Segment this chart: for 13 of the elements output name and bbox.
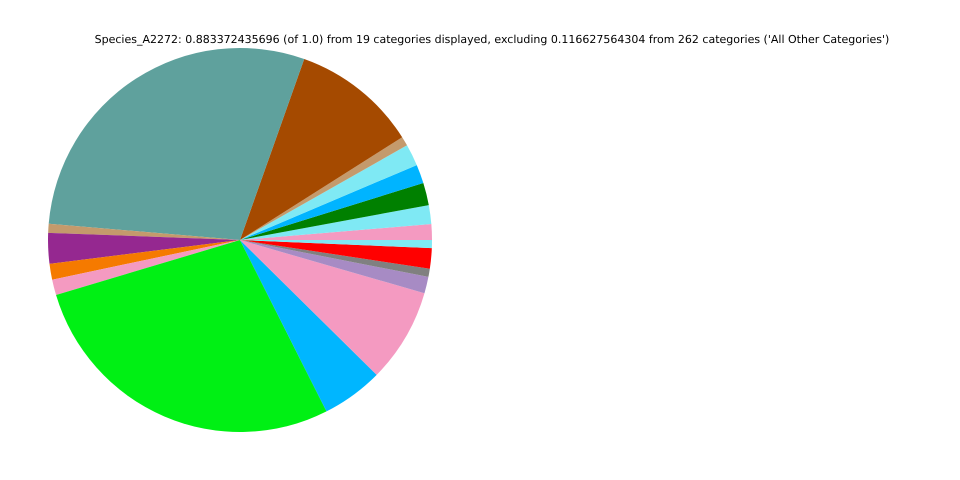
pie-slice <box>240 240 377 412</box>
pie-slice <box>240 59 402 240</box>
pie-slice <box>240 182 429 240</box>
pie-slice <box>240 240 428 294</box>
pie-slice <box>56 240 326 432</box>
text: Species_A2272: 0.883372435696 (of 1.0) from 19 categories displayed, excluding 0.116627564304 from 262 categories ('All Other Categories') <box>94 33 890 46</box>
pie-slice <box>240 165 424 240</box>
pie-slice <box>49 240 240 280</box>
pie-slice <box>48 48 304 240</box>
pie-slice <box>48 232 240 264</box>
pie-slice <box>48 224 240 240</box>
pie-slice <box>240 240 432 269</box>
pie-slice <box>52 240 240 296</box>
